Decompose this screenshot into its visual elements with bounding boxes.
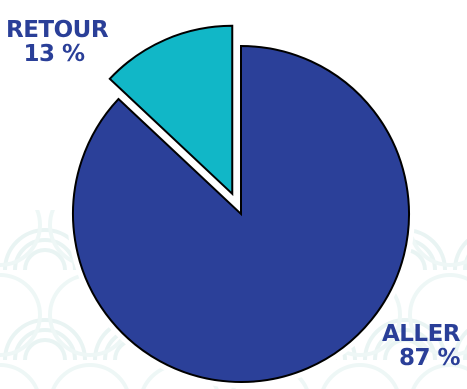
pie-slice-aller bbox=[72, 44, 410, 383]
slice-label-retour-value: 13 % bbox=[23, 41, 85, 67]
pie-slice-retour bbox=[108, 24, 234, 197]
slice-label-aller-value: 87 % bbox=[398, 345, 461, 371]
slice-label-aller: ALLER 87 % bbox=[380, 321, 461, 371]
slice-label-aller-name: ALLER bbox=[381, 321, 461, 347]
slice-label-retour: RETOUR 13 % bbox=[6, 17, 109, 67]
slice-label-retour-name: RETOUR bbox=[6, 17, 109, 43]
